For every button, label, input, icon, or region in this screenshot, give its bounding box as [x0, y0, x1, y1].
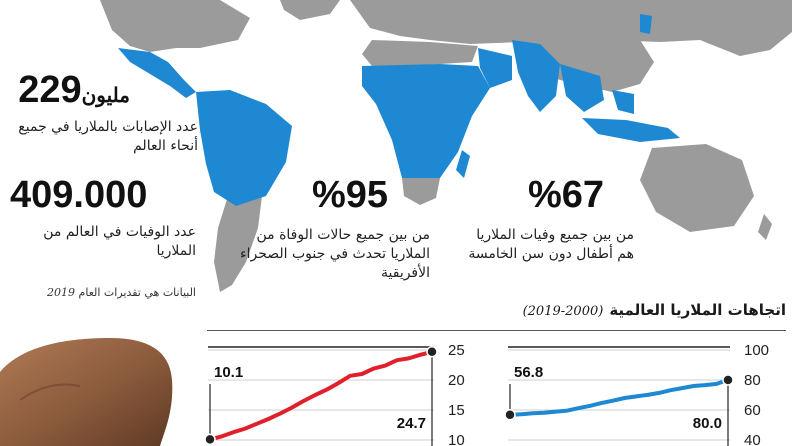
south-africa-land: [402, 178, 440, 205]
pacific-islands-region: [612, 90, 634, 114]
south-asia-region: [512, 40, 560, 112]
madagascar-region: [456, 150, 470, 178]
indonesia-region: [582, 118, 680, 142]
deaths-value: 409.000: [10, 174, 148, 216]
cases-trend-chart: 10 15 20 25 10.1 24.7: [204, 342, 465, 446]
incidence-trend-chart: 40 60 80 100 56.8 80.0: [504, 342, 769, 446]
data-note-label: البيانات هي تقديرات العام: [78, 286, 196, 299]
africa-value: %95: [312, 174, 389, 216]
series-line-1: [508, 378, 730, 417]
southeast-asia-region: [560, 64, 604, 112]
trends-divider: [207, 330, 786, 331]
children-caption: من بين جميع وفيات الملاريا هم أطفال دون …: [468, 227, 634, 262]
data-point-0-0: [204, 433, 216, 446]
cases-stat: مليون229: [18, 70, 136, 116]
start-label-0: 10.1: [214, 364, 243, 381]
cases-unit: مليون: [81, 85, 130, 107]
south-cone-land: [214, 196, 262, 292]
y-tick-1-1: 60: [744, 402, 761, 419]
china-land: [520, 40, 654, 92]
australia-land: [640, 144, 754, 232]
greenland-land: [280, 0, 340, 20]
land-gray: [100, 0, 792, 292]
y-tick-0-1: 15: [448, 402, 465, 419]
y-tick-0-3: 25: [448, 342, 465, 359]
north-america-land: [100, 0, 250, 52]
trends-years: (2000-2019): [522, 304, 604, 319]
data-point-0-19: [426, 346, 438, 358]
end-label-0: 24.7: [397, 415, 426, 432]
start-label-1: 56.8: [514, 364, 543, 381]
data-point-1-19: [722, 374, 734, 386]
deaths-caption: عدد الوفيات في العالم من الملاريا: [43, 224, 196, 259]
trends-title-text: اتجاهات الملاريا العالمية: [609, 301, 786, 319]
cases-caption: عدد الإصابات بالملاريا في جميع أنحاء الع…: [18, 119, 198, 154]
trends-title: اتجاهات الملاريا العالمية (2000-2019): [523, 301, 786, 319]
data-note-year: 2019: [47, 286, 76, 299]
y-tick-1-3: 100: [744, 342, 769, 359]
europe-asia-land: [350, 0, 792, 56]
new-zealand-land: [758, 214, 772, 240]
y-tick-1-0: 40: [744, 432, 761, 446]
central-america-region: [118, 48, 196, 98]
middle-east-region: [478, 48, 512, 88]
hand-photo: [0, 338, 173, 446]
sub-saharan-africa-region: [362, 64, 490, 178]
africa-caption: من بين جميع حالات الوفاة من الملاريا تحد…: [240, 227, 430, 281]
malaria-regions: [118, 14, 680, 206]
korea-region: [640, 14, 652, 34]
cases-value: 229: [18, 69, 82, 111]
children-value: %67: [528, 174, 605, 216]
data-note: البيانات هي تقديرات العام 2019: [47, 286, 196, 300]
y-tick-1-2: 80: [744, 372, 761, 389]
end-label-1: 80.0: [693, 415, 722, 432]
data-point-1-0: [504, 409, 516, 421]
y-tick-0-0: 10: [448, 432, 465, 446]
y-tick-0-2: 20: [448, 372, 465, 389]
south-america-region: [196, 90, 292, 206]
series-line-0: [208, 349, 434, 442]
north-africa-land: [362, 40, 478, 66]
